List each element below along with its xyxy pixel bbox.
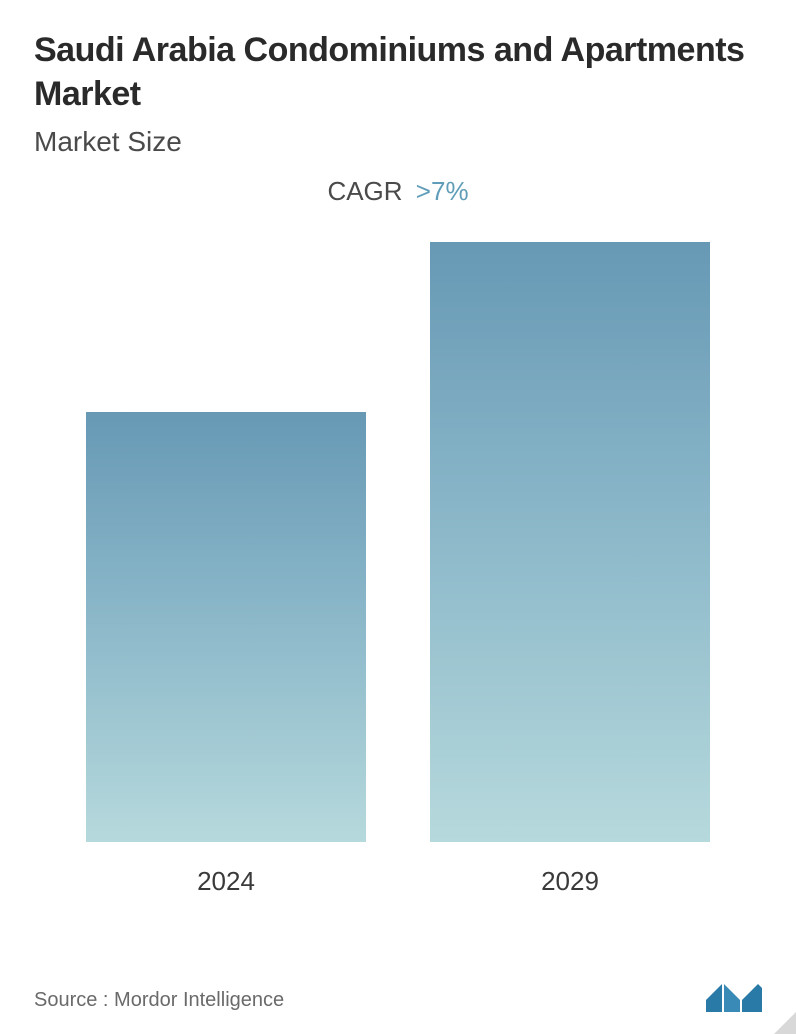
cagr-indicator: CAGR >7%: [34, 176, 762, 207]
bar-chart: 2024 2029: [34, 257, 762, 897]
bar-label-2024: 2024: [197, 866, 255, 897]
bar-2029: [430, 242, 710, 842]
bar-group-2024: 2024: [86, 412, 366, 897]
logo-icon: [706, 976, 762, 1012]
corner-fold-icon: [774, 1012, 796, 1034]
bar-group-2029: 2029: [430, 242, 710, 897]
page-title: Saudi Arabia Condominiums and Apartments…: [34, 28, 762, 116]
cagr-value: >7%: [416, 176, 469, 206]
source-text: Source : Mordor Intelligence: [34, 989, 284, 1012]
bar-label-2029: 2029: [541, 866, 599, 897]
page-subtitle: Market Size: [34, 126, 762, 158]
bar-2024: [86, 412, 366, 842]
footer: Source : Mordor Intelligence: [34, 976, 762, 1012]
cagr-label: CAGR: [327, 176, 402, 206]
